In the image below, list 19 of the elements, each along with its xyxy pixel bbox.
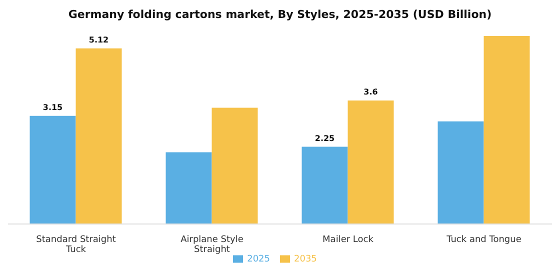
bar — [166, 152, 212, 224]
x-tick-label: Mailer Lock — [322, 235, 374, 245]
bar — [212, 108, 258, 224]
legend-label: 2025 — [247, 254, 270, 264]
data-label: 5.12 — [88, 35, 109, 44]
data-label: 2.25 — [314, 134, 336, 143]
bar — [438, 121, 484, 224]
data-label: 3.6 — [364, 87, 378, 96]
x-tick-label: Standard Straight Tuck — [36, 235, 116, 255]
bar — [76, 48, 122, 224]
chart-title: Germany folding cartons market, By Styles, 2025-2035 (USD Billion) — [67, 8, 493, 23]
x-tick-label: Airplane Style Straight — [180, 235, 244, 255]
bar — [30, 116, 76, 224]
bar — [484, 36, 530, 224]
x-tick-label: Tuck and Tongue — [446, 235, 522, 245]
legend-label: 2035 — [294, 254, 317, 264]
bar — [348, 100, 394, 224]
data-label: 3.15 — [42, 102, 64, 112]
bar — [302, 146, 348, 224]
